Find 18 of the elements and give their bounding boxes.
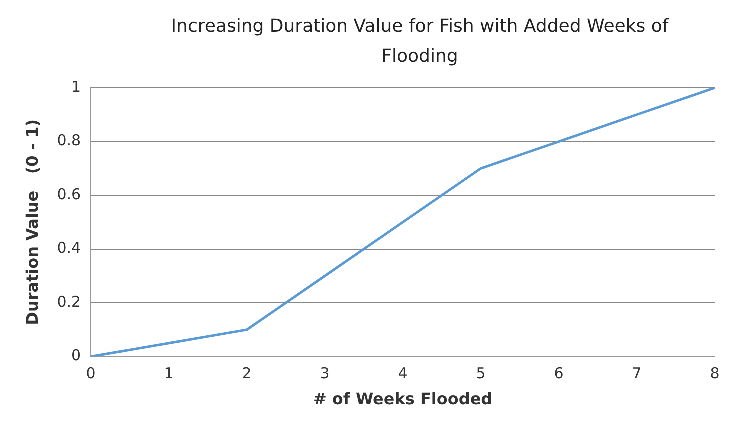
y-tick-label: 0.2: [57, 292, 82, 311]
x-tick-label: 8: [710, 364, 720, 383]
x-tick-label: 6: [554, 364, 564, 383]
y-axis-title: Duration Value (0 - 1): [22, 119, 42, 326]
x-tick-label: 3: [320, 364, 330, 383]
x-tick-label: 4: [398, 364, 408, 383]
x-tick-label: 1: [164, 364, 174, 383]
x-tick-label: 0: [86, 364, 96, 383]
y-tick-label: 0: [72, 346, 82, 365]
x-tick-label: 5: [476, 364, 486, 383]
y-tick-label: 1: [72, 78, 82, 96]
x-axis-title: # of Weeks Flooded: [313, 390, 493, 409]
chart-title: Increasing Duration Value for Fish with Added Weeks of Flooding: [170, 15, 670, 69]
y-tick-label: 0.4: [57, 239, 82, 258]
y-tick-label: 0.6: [57, 185, 82, 204]
x-tick-label: 2: [242, 364, 252, 383]
x-tick-label: 7: [632, 364, 642, 383]
y-tick-label: 0.8: [57, 132, 82, 150]
